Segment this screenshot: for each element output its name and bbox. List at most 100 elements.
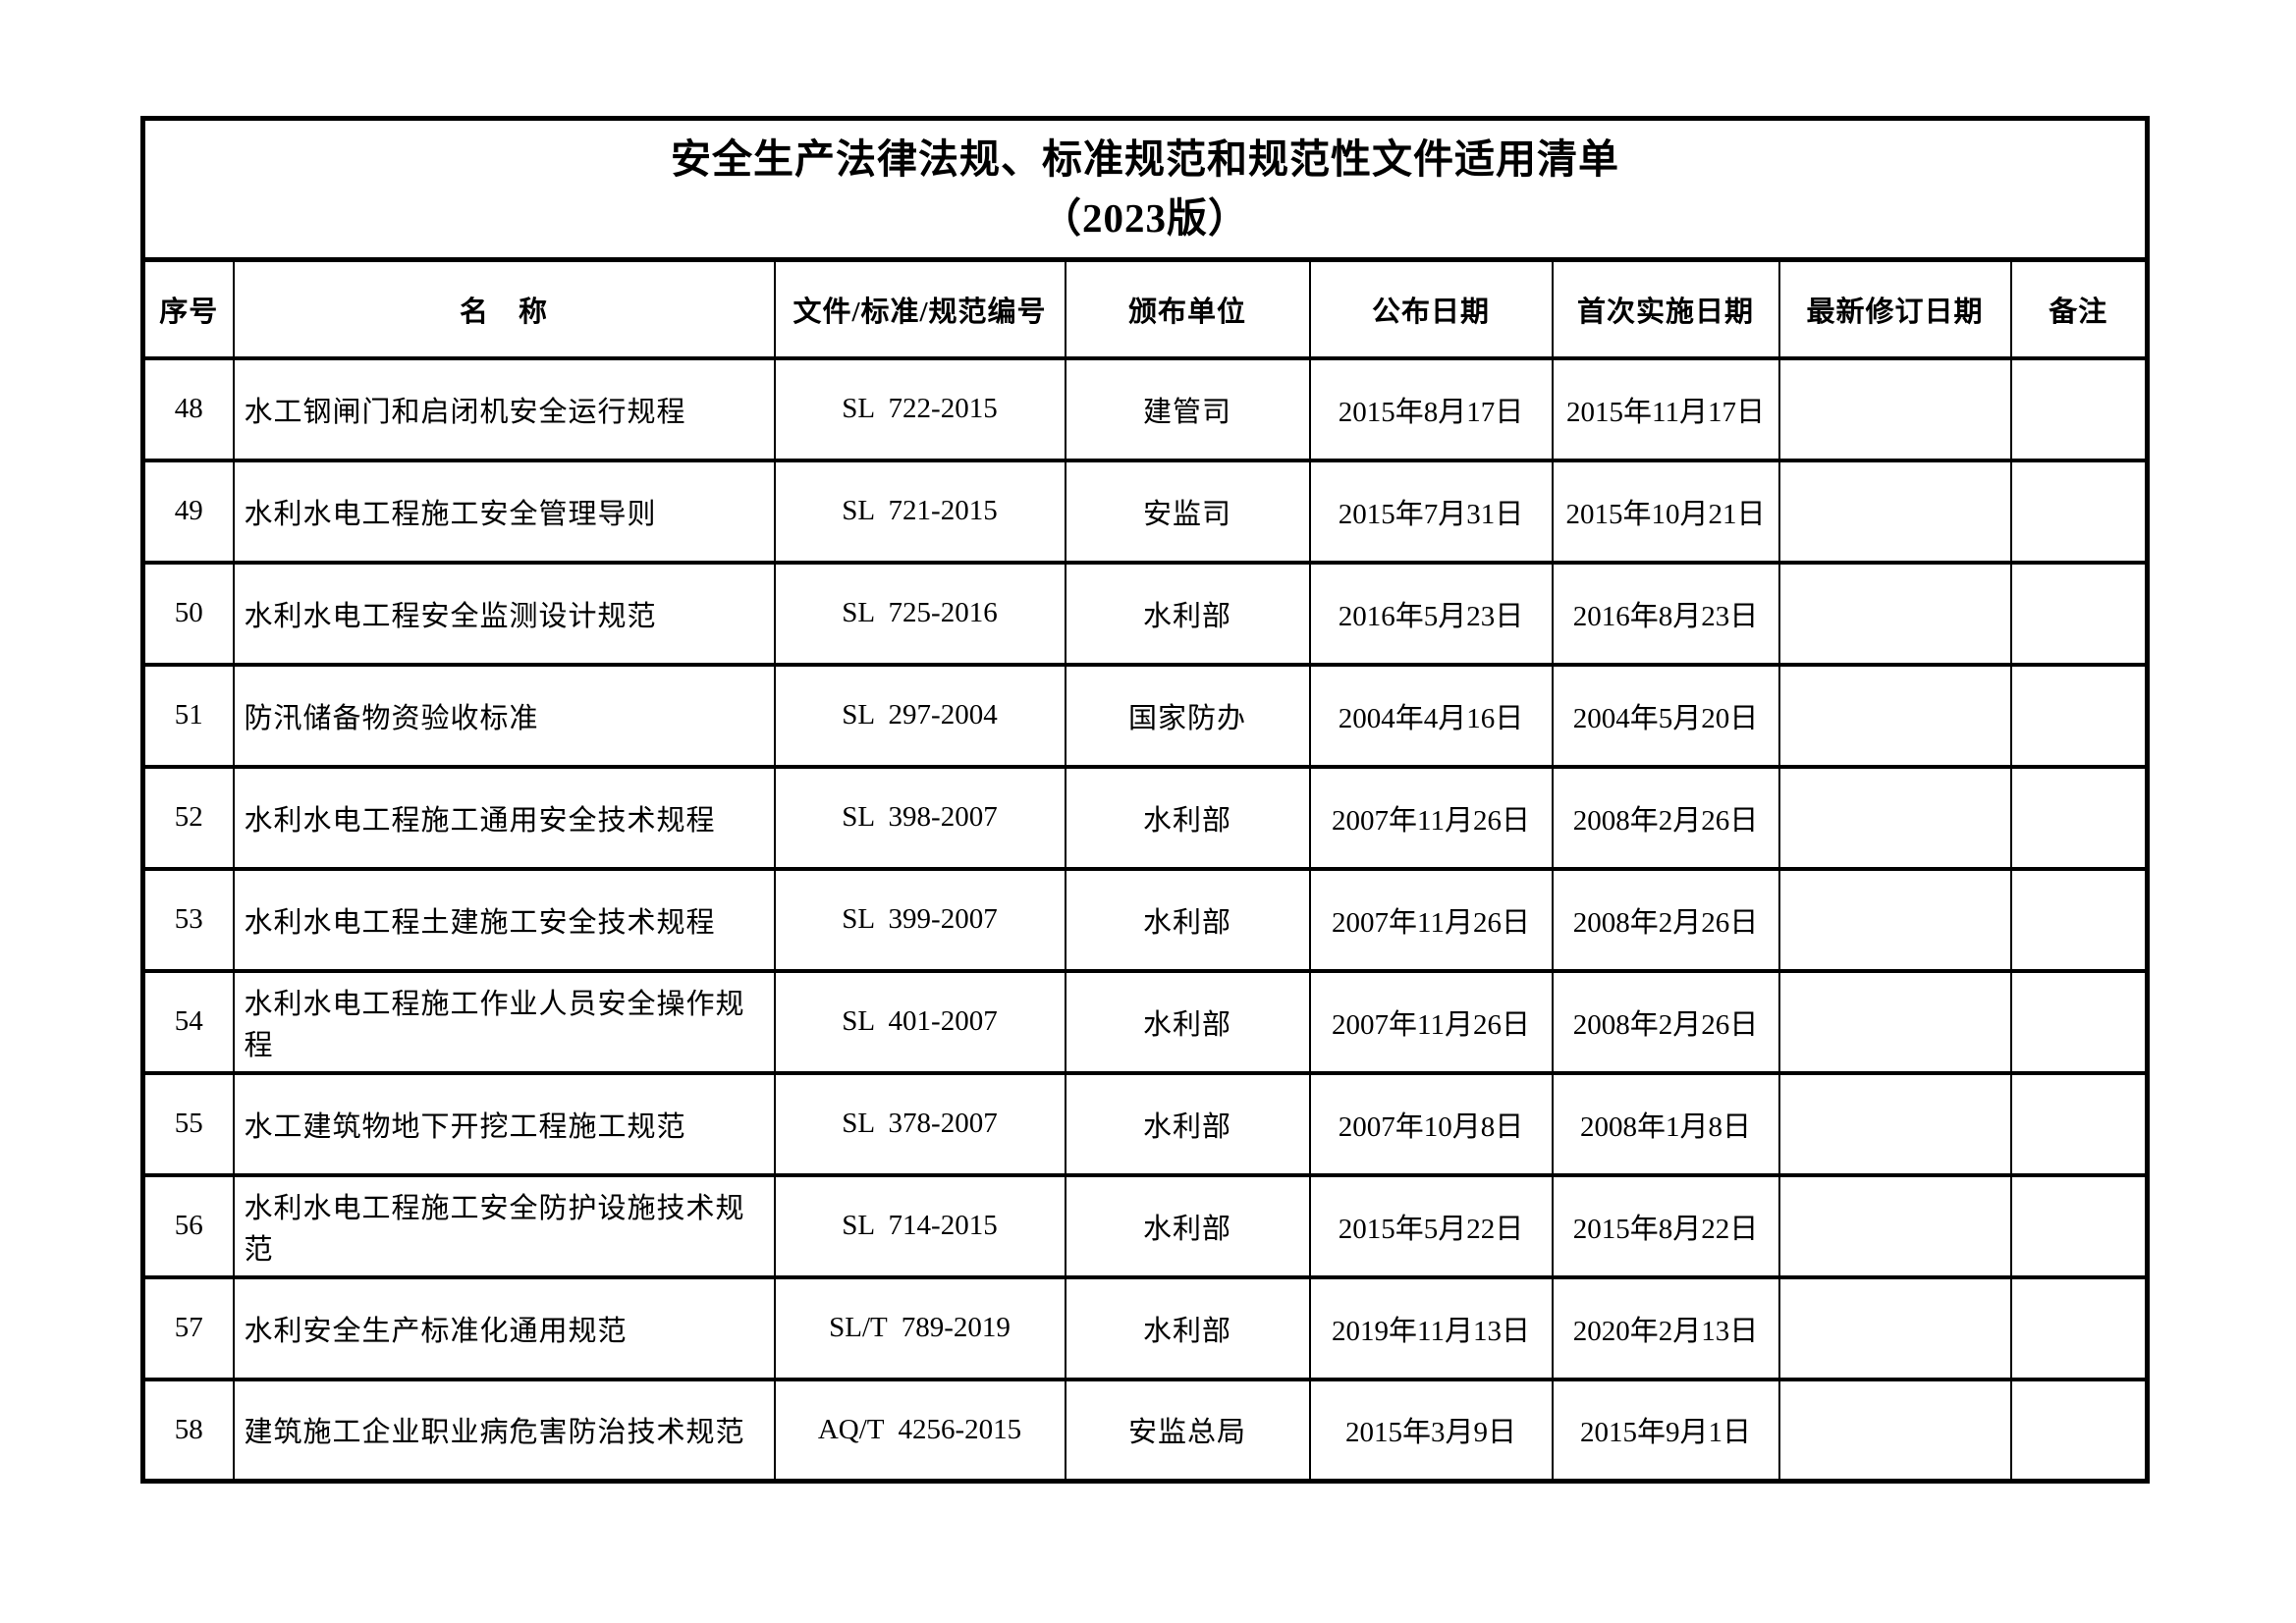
cell-index: 56 — [141, 1172, 235, 1279]
cell-code: SL/T 789-2019 — [773, 1274, 1066, 1381]
cell-remarks — [2009, 560, 2149, 667]
col-header-name: 名 称 — [232, 257, 776, 360]
cell-code: SL 297-2004 — [773, 662, 1066, 769]
table-row: 52 水利水电工程施工通用安全技术规程 SL 398-2007 水利部 2007… — [141, 764, 2149, 871]
cell-name: 建筑施工企业职业病危害防治技术规范 — [232, 1377, 776, 1484]
table-row: 49 水利水电工程施工安全管理导则 SL 721-2015 安监司 2015年7… — [141, 458, 2149, 565]
cell-name: 水工建筑物地下开挖工程施工规范 — [232, 1070, 776, 1177]
cell-publish-date: 2019年11月13日 — [1308, 1274, 1554, 1381]
cell-first-implementation-date: 2008年2月26日 — [1551, 968, 1780, 1075]
cell-publish-date: 2015年3月9日 — [1308, 1377, 1554, 1484]
title-row: 安全生产法律法规、标准规范和规范性文件适用清单 （2023版） — [141, 116, 2149, 262]
document-subtitle: （2023版） — [1041, 194, 1249, 241]
cell-remarks — [2009, 764, 2149, 871]
cell-latest-revision-date — [1777, 1070, 2012, 1177]
document-title: 安全生产法律法规、标准规范和规范性文件适用清单 — [671, 136, 1619, 183]
cell-name: 防汛储备物资验收标准 — [232, 662, 776, 769]
cell-code: SL 722-2015 — [773, 355, 1066, 462]
cell-latest-revision-date — [1777, 1274, 2012, 1381]
cell-index: 51 — [141, 662, 235, 769]
cell-code: SL 399-2007 — [773, 866, 1066, 973]
cell-issuer: 水利部 — [1064, 1274, 1311, 1381]
regulations-table: 安全生产法律法规、标准规范和规范性文件适用清单 （2023版） 序号 名 称 文… — [140, 116, 2150, 1484]
cell-name: 水利水电工程施工通用安全技术规程 — [232, 764, 776, 871]
cell-name: 水利水电工程施工安全防护设施技术规范 — [232, 1172, 776, 1279]
cell-name: 水利水电工程土建施工安全技术规程 — [232, 866, 776, 973]
table-row: 54 水利水电工程施工作业人员安全操作规程 SL 401-2007 水利部 20… — [141, 968, 2149, 1075]
cell-index: 58 — [141, 1377, 235, 1484]
table-row: 58 建筑施工企业职业病危害防治技术规范 AQ/T 4256-2015 安监总局… — [141, 1377, 2149, 1484]
cell-publish-date: 2007年10月8日 — [1308, 1070, 1554, 1177]
cell-publish-date: 2015年5月22日 — [1308, 1172, 1554, 1279]
cell-remarks — [2009, 1274, 2149, 1381]
cell-latest-revision-date — [1777, 662, 2012, 769]
cell-name: 水利水电工程安全监测设计规范 — [232, 560, 776, 667]
cell-first-implementation-date: 2004年5月20日 — [1551, 662, 1780, 769]
cell-code: SL 721-2015 — [773, 458, 1066, 565]
cell-issuer: 水利部 — [1064, 1070, 1311, 1177]
cell-remarks — [2009, 458, 2149, 565]
table-row: 48 水工钢闸门和启闭机安全运行规程 SL 722-2015 建管司 2015年… — [141, 355, 2149, 462]
cell-code: SL 714-2015 — [773, 1172, 1066, 1279]
cell-first-implementation-date: 2015年9月1日 — [1551, 1377, 1780, 1484]
cell-latest-revision-date — [1777, 866, 2012, 973]
cell-first-implementation-date: 2020年2月13日 — [1551, 1274, 1780, 1381]
cell-first-implementation-date: 2008年2月26日 — [1551, 866, 1780, 973]
cell-index: 52 — [141, 764, 235, 871]
cell-remarks — [2009, 1070, 2149, 1177]
table-row: 57 水利安全生产标准化通用规范 SL/T 789-2019 水利部 2019年… — [141, 1274, 2149, 1381]
cell-index: 49 — [141, 458, 235, 565]
col-header-index: 序号 — [141, 257, 235, 360]
cell-publish-date: 2007年11月26日 — [1308, 968, 1554, 1075]
cell-latest-revision-date — [1777, 458, 2012, 565]
cell-remarks — [2009, 866, 2149, 973]
cell-index: 55 — [141, 1070, 235, 1177]
cell-remarks — [2009, 355, 2149, 462]
cell-first-implementation-date: 2016年8月23日 — [1551, 560, 1780, 667]
cell-publish-date: 2007年11月26日 — [1308, 866, 1554, 973]
cell-issuer: 水利部 — [1064, 866, 1311, 973]
cell-name: 水工钢闸门和启闭机安全运行规程 — [232, 355, 776, 462]
cell-latest-revision-date — [1777, 968, 2012, 1075]
table-row: 55 水工建筑物地下开挖工程施工规范 SL 378-2007 水利部 2007年… — [141, 1070, 2149, 1177]
cell-first-implementation-date: 2008年1月8日 — [1551, 1070, 1780, 1177]
col-header-remarks: 备注 — [2009, 257, 2149, 360]
cell-index: 54 — [141, 968, 235, 1075]
cell-remarks — [2009, 1172, 2149, 1279]
cell-index: 50 — [141, 560, 235, 667]
cell-remarks — [2009, 662, 2149, 769]
cell-name: 水利水电工程施工安全管理导则 — [232, 458, 776, 565]
col-header-latest-revision-date: 最新修订日期 — [1777, 257, 2012, 360]
table-row: 51 防汛储备物资验收标准 SL 297-2004 国家防办 2004年4月16… — [141, 662, 2149, 769]
col-header-issuer: 颁布单位 — [1064, 257, 1311, 360]
cell-latest-revision-date — [1777, 764, 2012, 871]
col-header-first-implementation-date: 首次实施日期 — [1551, 257, 1780, 360]
col-header-publish-date: 公布日期 — [1308, 257, 1554, 360]
cell-remarks — [2009, 1377, 2149, 1484]
cell-name: 水利安全生产标准化通用规范 — [232, 1274, 776, 1381]
cell-latest-revision-date — [1777, 355, 2012, 462]
table-row: 53 水利水电工程土建施工安全技术规程 SL 399-2007 水利部 2007… — [141, 866, 2149, 973]
cell-latest-revision-date — [1777, 1172, 2012, 1279]
cell-publish-date: 2015年8月17日 — [1308, 355, 1554, 462]
table-body: 48 水工钢闸门和启闭机安全运行规程 SL 722-2015 建管司 2015年… — [141, 355, 2149, 1484]
cell-issuer: 国家防办 — [1064, 662, 1311, 769]
cell-issuer: 水利部 — [1064, 560, 1311, 667]
cell-remarks — [2009, 968, 2149, 1075]
cell-issuer: 建管司 — [1064, 355, 1311, 462]
cell-publish-date: 2015年7月31日 — [1308, 458, 1554, 565]
cell-issuer: 水利部 — [1064, 764, 1311, 871]
title-cell: 安全生产法律法规、标准规范和规范性文件适用清单 （2023版） — [141, 116, 2149, 262]
table-row: 56 水利水电工程施工安全防护设施技术规范 SL 714-2015 水利部 20… — [141, 1172, 2149, 1279]
cell-publish-date: 2004年4月16日 — [1308, 662, 1554, 769]
cell-index: 48 — [141, 355, 235, 462]
cell-issuer: 安监总局 — [1064, 1377, 1311, 1484]
cell-code: SL 398-2007 — [773, 764, 1066, 871]
cell-code: SL 725-2016 — [773, 560, 1066, 667]
cell-first-implementation-date: 2008年2月26日 — [1551, 764, 1780, 871]
cell-issuer: 水利部 — [1064, 1172, 1311, 1279]
cell-latest-revision-date — [1777, 560, 2012, 667]
col-header-code: 文件/标准/规范编号 — [773, 257, 1066, 360]
cell-issuer: 安监司 — [1064, 458, 1311, 565]
